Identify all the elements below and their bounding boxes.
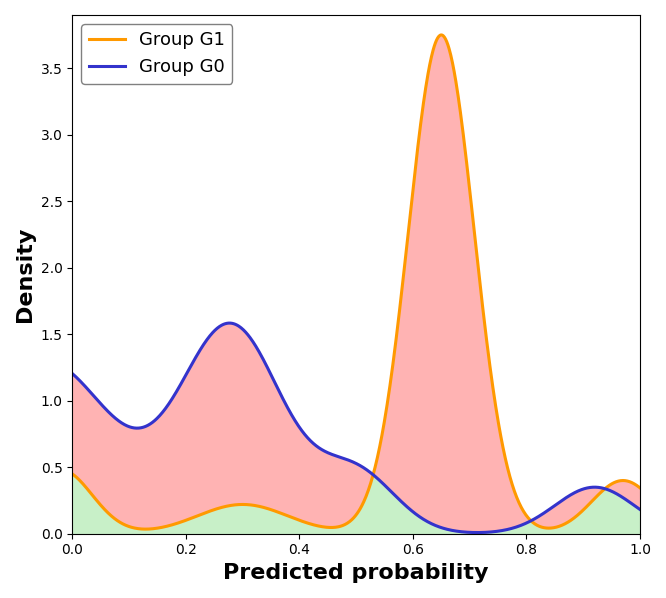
Group G1: [142, 526, 150, 533]
Legend: Group G1, Group G0: Group G1, Group G0: [81, 24, 232, 84]
Group G1: [522, 512, 530, 519]
Group G1: [298, 518, 306, 525]
Group G0: [127, 423, 135, 431]
Group G1: [460, 131, 468, 138]
Group G1: [319, 523, 327, 530]
Group G0: [298, 428, 306, 435]
Group G1: [127, 523, 135, 530]
Line: Group G0: Group G0: [73, 323, 640, 533]
Y-axis label: Density: Density: [15, 227, 35, 322]
Group G1: [636, 484, 644, 492]
Group G0: [522, 520, 530, 527]
Group G0: [319, 447, 327, 454]
X-axis label: Predicted probability: Predicted probability: [223, 563, 489, 583]
Group G1: [512, 492, 520, 499]
Group G0: [474, 529, 482, 536]
Group G0: [226, 319, 234, 327]
Line: Group G1: Group G1: [73, 35, 640, 529]
Group G0: [512, 523, 520, 530]
Group G1: [69, 471, 77, 478]
Group G0: [636, 506, 644, 513]
Group G0: [459, 528, 467, 535]
Group G1: [437, 31, 445, 38]
Group G0: [69, 370, 77, 377]
